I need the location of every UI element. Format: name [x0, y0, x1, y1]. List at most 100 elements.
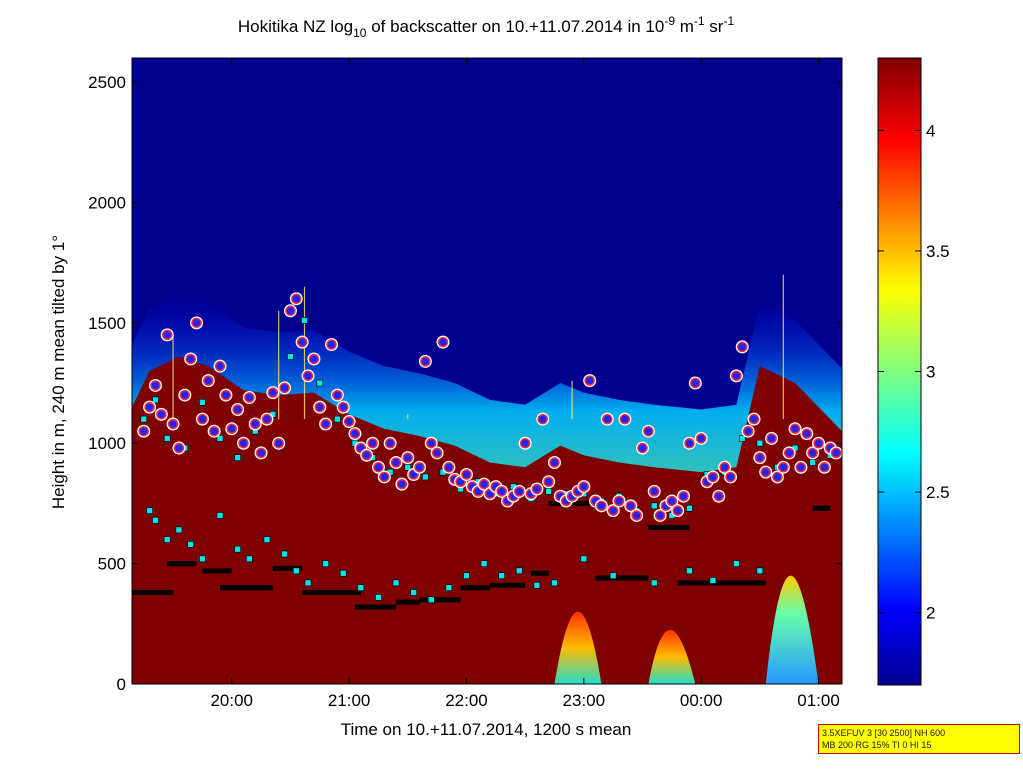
layer-square [234, 545, 241, 553]
cloud-marker [584, 375, 595, 386]
cloud-marker [261, 413, 273, 425]
y-tick-label: 2000 [88, 193, 126, 212]
cloud-marker [302, 370, 314, 382]
cloud-marker [156, 409, 167, 420]
cloud-marker [420, 356, 431, 367]
cloud-marker [379, 471, 390, 483]
layer-square [199, 555, 206, 563]
cloud-marker [719, 462, 730, 473]
cloud-marker [208, 425, 220, 437]
cloud-marker [179, 389, 191, 401]
layer-square [163, 536, 171, 543]
layer-square [463, 572, 470, 579]
cloud-marker [238, 437, 249, 449]
cloud-marker [596, 500, 607, 512]
cloud-marker [695, 433, 707, 444]
layer-square [756, 439, 764, 447]
cloud-marker [291, 293, 302, 305]
colorbar-ticks: 2 2.5 3 3.5 4 [878, 121, 950, 623]
layer-square [375, 594, 382, 601]
cloud-marker [619, 413, 631, 425]
cloud-marker [514, 486, 525, 497]
cloud-marker [830, 447, 842, 459]
cloud-marker [426, 437, 437, 449]
cloud-marker [343, 416, 355, 427]
colorbar-tick-label: 4 [926, 121, 935, 140]
layer-square [422, 473, 429, 481]
cloud-marker [203, 375, 214, 386]
cloud-marker [736, 341, 748, 353]
cloud-marker [314, 401, 326, 413]
cloud-marker [537, 413, 548, 425]
layer-square [216, 512, 224, 519]
cloud-marker [754, 452, 766, 463]
layer-square [533, 581, 541, 589]
cloud-marker [273, 437, 284, 449]
title-superscript: -1 [723, 14, 734, 28]
cloud-marker [332, 389, 343, 401]
cloud-marker [578, 481, 590, 492]
cloud-marker [349, 428, 361, 439]
x-tick-label: 00:00 [680, 691, 723, 710]
layer-square [515, 567, 523, 575]
cloud-marker [437, 336, 449, 348]
x-tick-label: 22:00 [445, 691, 488, 710]
cloud-marker [279, 382, 290, 394]
layer-square [246, 555, 253, 563]
layer-square [216, 435, 224, 442]
layer-square [322, 560, 329, 567]
layer-square [650, 579, 658, 587]
cloud-marker [220, 389, 232, 401]
cloud-marker [543, 476, 554, 488]
cloud-marker [461, 469, 472, 480]
settings-line-1: 3.5XEFUV 3 [30 2500] NH 600 [822, 728, 946, 738]
layer-square [287, 353, 294, 360]
cloud-marker [813, 437, 824, 449]
cloud-marker [326, 339, 337, 350]
layer-square [650, 502, 658, 510]
layer-square [301, 317, 308, 324]
cloud-marker [367, 437, 378, 449]
layer-square [281, 550, 288, 558]
x-tick-label: 21:00 [328, 691, 371, 710]
y-tick-label: 1000 [88, 434, 126, 453]
surface-plume [765, 575, 819, 684]
layer-square [686, 504, 693, 512]
cloud-marker [801, 428, 813, 439]
cloud-marker [402, 452, 414, 463]
colorbar-scale [877, 57, 922, 686]
cloud-marker [214, 360, 226, 372]
x-tick-label: 20:00 [210, 691, 253, 710]
cloud-marker [643, 425, 654, 437]
layer-square [738, 435, 746, 442]
x-axis-label: Time on 10.+11.07.2014, 1200 s mean [341, 720, 632, 739]
cloud-marker [396, 478, 408, 490]
x-axis: 20:00 21:00 22:00 23:00 00:00 01:00 [210, 58, 840, 710]
cloud-marker [766, 433, 777, 444]
y-tick-label: 500 [98, 555, 126, 574]
cloud-marker [625, 500, 637, 512]
title-superscript: -1 [694, 14, 705, 28]
settings-line-2: MB 200 RG 15% TI 0 HI 15 [822, 740, 932, 750]
cloud-marker [197, 413, 208, 425]
cloud-marker [807, 447, 818, 459]
layer-square [292, 567, 300, 575]
layer-square [427, 596, 435, 604]
cloud-marker [496, 486, 507, 497]
cloud-marker [308, 353, 320, 365]
layer-square [686, 567, 693, 575]
layer-square [140, 415, 148, 423]
layer-square [304, 579, 312, 587]
x-tick-label: 01:00 [797, 691, 840, 710]
cloud-marker [778, 462, 789, 473]
cloud-marker [138, 425, 149, 437]
layer-square [357, 584, 365, 591]
layer-square [187, 541, 194, 548]
cloud-marker [267, 387, 279, 398]
title-superscript: -9 [664, 14, 675, 28]
title-part: Hokitika NZ log [238, 17, 353, 36]
layer-square [316, 379, 324, 387]
layer-square [709, 577, 717, 584]
cloud-marker [390, 457, 402, 468]
